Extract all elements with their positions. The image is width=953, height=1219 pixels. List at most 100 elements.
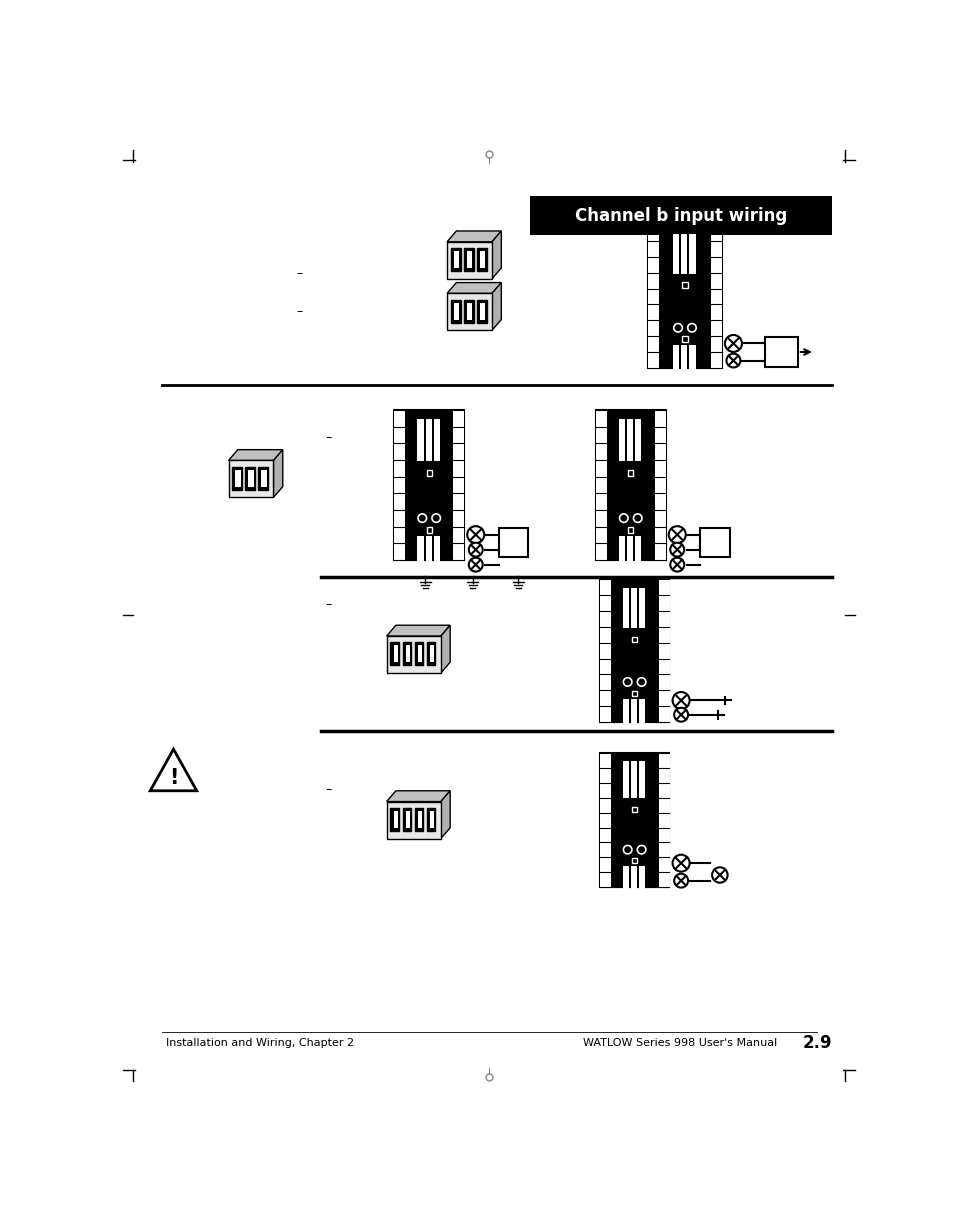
Bar [466, 302, 472, 319]
Bar [689, 234, 695, 273]
Bar [599, 752, 669, 887]
Bar [622, 865, 628, 903]
Bar [447, 294, 492, 330]
Text: –: – [325, 783, 332, 796]
Bar [626, 419, 633, 461]
Circle shape [711, 867, 727, 883]
Text: 2.9: 2.9 [801, 1035, 831, 1052]
Bar [630, 761, 637, 798]
Bar [233, 467, 242, 490]
Bar [479, 302, 484, 319]
Bar [402, 808, 411, 831]
Bar [261, 469, 266, 486]
Bar [394, 811, 397, 828]
Bar [596, 410, 665, 561]
Polygon shape [386, 625, 450, 636]
Bar [700, 528, 729, 557]
Bar [596, 410, 606, 561]
Bar [479, 251, 484, 268]
Text: WATLOW Series 998 User's Manual: WATLOW Series 998 User's Manual [582, 1039, 776, 1048]
Bar [426, 528, 432, 533]
Bar [425, 419, 432, 461]
Bar [426, 808, 435, 831]
Bar [425, 536, 432, 578]
Bar [639, 588, 644, 628]
Bar [622, 761, 628, 798]
Polygon shape [440, 791, 450, 839]
Bar [235, 469, 240, 486]
Bar [680, 345, 687, 385]
Bar [498, 528, 528, 557]
Bar [639, 865, 644, 903]
Bar [417, 419, 423, 461]
Bar [626, 536, 633, 578]
Bar [454, 302, 458, 319]
Bar [635, 536, 640, 578]
Bar [402, 642, 411, 666]
Text: –: – [325, 430, 332, 444]
Bar [429, 645, 434, 662]
Bar [681, 283, 687, 288]
Bar [599, 752, 610, 887]
Bar [229, 461, 274, 497]
Bar [463, 300, 474, 323]
Text: –: – [295, 305, 302, 318]
Bar [386, 802, 440, 839]
Bar [622, 698, 628, 739]
Circle shape [417, 514, 426, 523]
Bar [426, 642, 435, 666]
Circle shape [468, 542, 482, 557]
Polygon shape [447, 283, 500, 294]
Bar [476, 247, 486, 271]
Bar [390, 642, 399, 666]
Circle shape [467, 527, 484, 544]
Bar [417, 536, 423, 578]
Bar [417, 645, 421, 662]
Bar [415, 808, 423, 831]
Circle shape [668, 527, 685, 544]
Polygon shape [440, 625, 450, 673]
Bar [453, 410, 464, 561]
Bar [405, 811, 410, 828]
Bar [627, 471, 633, 475]
Bar [681, 336, 687, 341]
Circle shape [633, 514, 641, 523]
Bar [639, 698, 644, 739]
Polygon shape [447, 230, 500, 241]
Circle shape [432, 514, 440, 523]
Bar [394, 645, 397, 662]
Bar [451, 300, 460, 323]
Circle shape [622, 678, 631, 686]
Bar [635, 419, 640, 461]
Bar [447, 241, 492, 279]
Text: –: – [295, 267, 302, 280]
Polygon shape [229, 450, 282, 461]
Bar [476, 300, 486, 323]
Bar [630, 865, 637, 903]
Bar [618, 536, 624, 578]
Bar [658, 752, 669, 887]
Circle shape [622, 846, 631, 855]
Text: Channel b input wiring: Channel b input wiring [575, 206, 786, 224]
Bar [463, 247, 474, 271]
Bar [429, 811, 434, 828]
Bar [417, 811, 421, 828]
Circle shape [618, 514, 627, 523]
Text: Installation and Wiring, Chapter 2: Installation and Wiring, Chapter 2 [166, 1039, 354, 1048]
Circle shape [672, 855, 689, 872]
Bar [631, 636, 637, 642]
Bar [426, 471, 432, 475]
Polygon shape [492, 283, 500, 330]
Circle shape [468, 558, 482, 572]
Bar [647, 226, 721, 368]
Text: !: ! [169, 768, 178, 787]
Bar [405, 645, 410, 662]
Bar [599, 579, 669, 722]
Circle shape [637, 846, 645, 855]
Bar [433, 419, 439, 461]
Polygon shape [274, 450, 282, 497]
Bar [622, 588, 628, 628]
Bar [466, 251, 472, 268]
Bar [394, 410, 464, 561]
Bar [654, 410, 665, 561]
